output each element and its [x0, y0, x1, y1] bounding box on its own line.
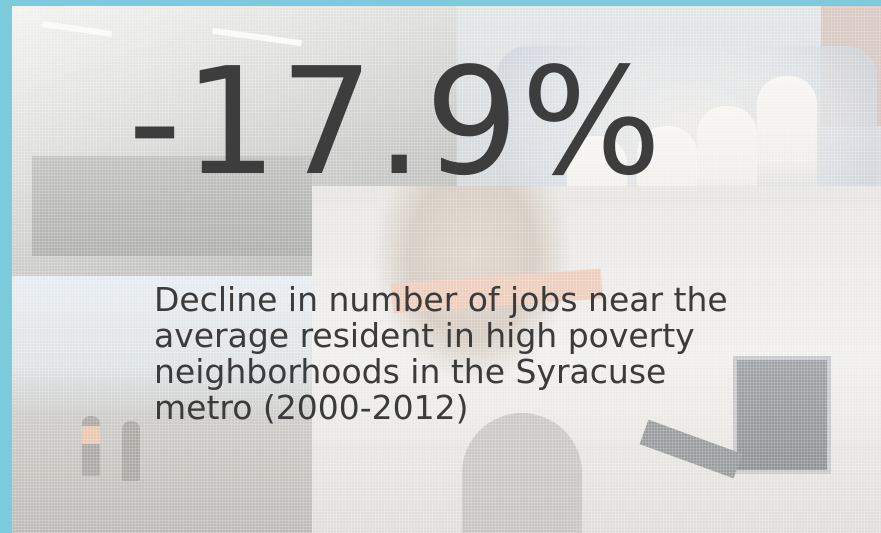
computer-monitor — [733, 356, 831, 474]
construction-worker — [122, 421, 140, 481]
screen-texture — [12, 6, 881, 533]
seated-person — [462, 413, 582, 533]
white-overlay — [12, 6, 881, 533]
statistic-caption: Decline in number of jobs near the avera… — [154, 280, 728, 427]
photo-collage-background — [12, 6, 881, 533]
office-worker-photo — [312, 186, 881, 533]
factory-machine — [32, 156, 312, 256]
safety-vest — [82, 426, 100, 444]
statistic-value: -17.9% — [128, 36, 664, 208]
